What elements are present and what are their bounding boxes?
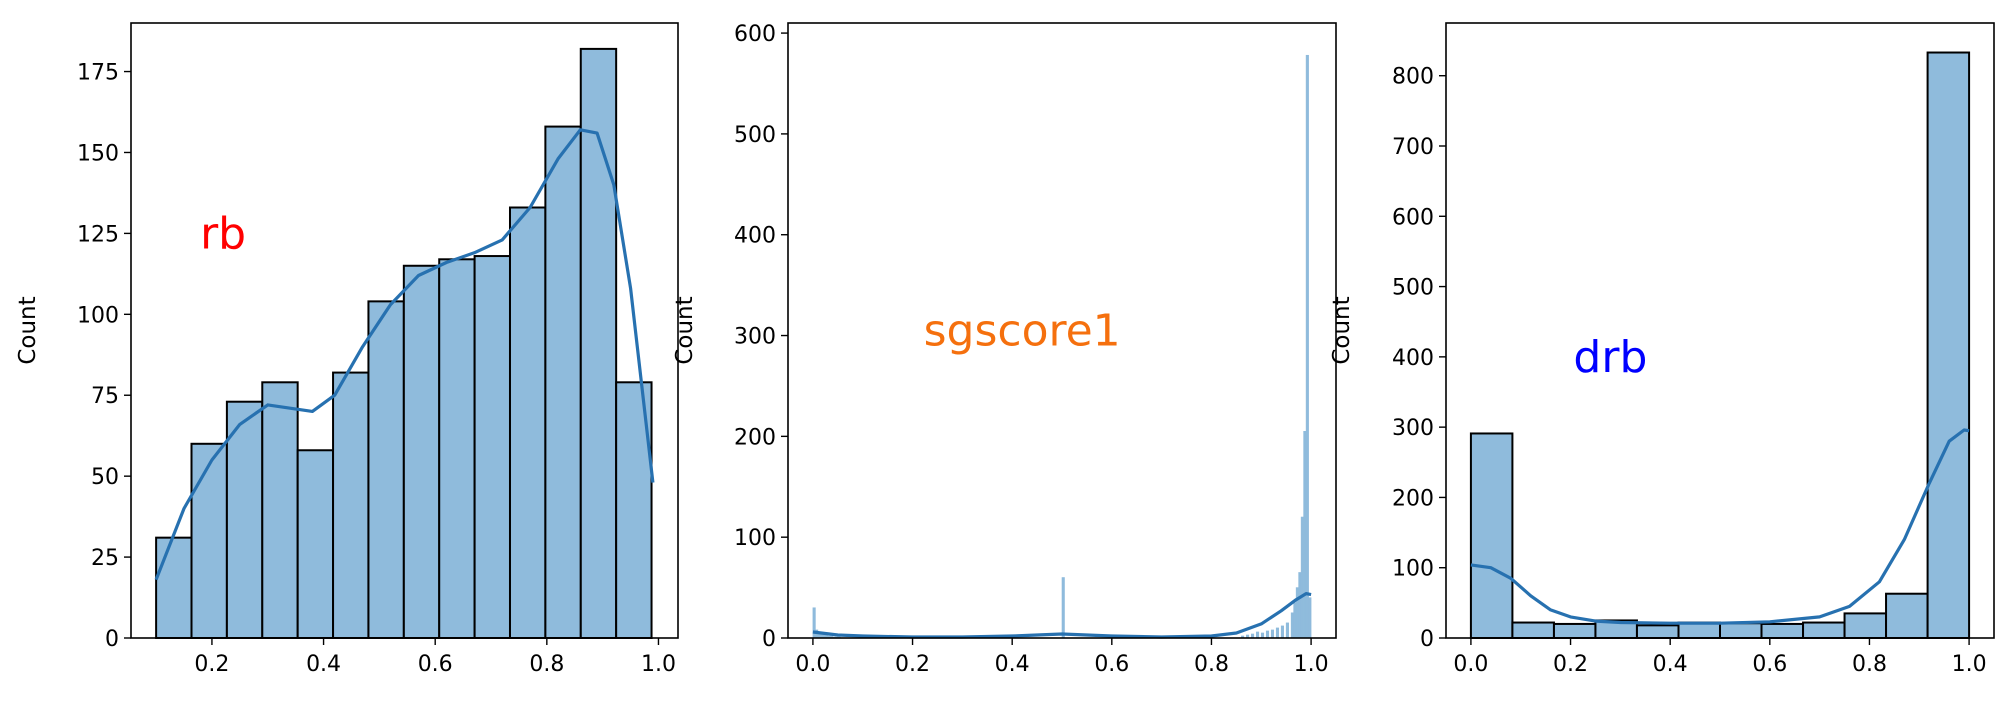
- histogram-bar: [1265, 630, 1270, 639]
- histogram-bar: [1552, 622, 1597, 640]
- histogram-bar: [367, 300, 405, 639]
- axes-frame: [1445, 22, 1995, 639]
- axes-frame: [130, 22, 679, 639]
- x-tick-label: 0.6: [1094, 652, 1129, 677]
- x-tick-label: 0.4: [1653, 652, 1688, 677]
- y-tick-label: 800: [1392, 65, 1434, 90]
- x-tick-label: 0.8: [1194, 652, 1229, 677]
- x-tick-label: 0.2: [194, 652, 229, 677]
- axes-frame: [787, 22, 1337, 639]
- y-tick-label: 50: [91, 465, 119, 490]
- histogram-bar: [544, 125, 582, 639]
- y-tick-label: 125: [77, 222, 119, 247]
- y-tick-label: 0: [762, 627, 776, 652]
- y-tick-label: 75: [91, 384, 119, 409]
- histogram-bar: [579, 47, 618, 640]
- histogram-bar: [1677, 621, 1722, 640]
- sgscore1-histogram-panel: 0.0 0.2 0.4 0.6 0.8 1.0 0 100 200 300 400 500 600 Cou…: [672, 22, 1337, 677]
- histogram-bar: [1305, 54, 1309, 639]
- histogram-bar: [332, 371, 370, 639]
- histogram-bar: [155, 536, 193, 639]
- y-axis-label: Count: [1329, 296, 1355, 364]
- y-tick-label: 400: [1392, 346, 1434, 371]
- y-tick-label: 100: [734, 526, 776, 551]
- histogram-bar: [190, 442, 228, 639]
- x-tick-label: 1.0: [1294, 652, 1329, 677]
- y-tick-label: 300: [734, 325, 776, 350]
- histogram-bar: [1295, 587, 1299, 639]
- kde-curve: [154, 128, 655, 581]
- x-tick-label: 0.4: [995, 652, 1030, 677]
- histogram-bar: [225, 400, 264, 640]
- panel-annotation: drb: [1573, 332, 1647, 383]
- histogram-bar: [1469, 432, 1514, 639]
- histogram-bar: [473, 255, 511, 639]
- histogram-bar: [1293, 602, 1297, 639]
- x-tick-label: 0.4: [306, 652, 341, 677]
- histogram-bar: [1275, 627, 1280, 639]
- histogram-bar: [1802, 621, 1846, 640]
- x-tick-label: 1.0: [641, 652, 676, 677]
- histogram-bar: [402, 264, 441, 639]
- y-tick-label: 0: [105, 627, 119, 652]
- y-axis-label: Count: [15, 296, 41, 364]
- y-tick-label: 400: [734, 224, 776, 249]
- y-tick-label: 500: [1392, 276, 1434, 301]
- histogram-bar: [1635, 624, 1680, 639]
- histogram-bar: [1300, 516, 1304, 639]
- x-tick-label: 0.8: [529, 652, 564, 677]
- rb-histogram-panel: 0.2 0.4 0.6 0.8 1.0 0 25 50 75 100 125 150 175 Count r…: [15, 22, 679, 677]
- panel-annotation: rb: [200, 208, 246, 259]
- y-tick-label: 200: [734, 425, 776, 450]
- x-tick-label: 0.8: [1852, 652, 1887, 677]
- histogram-bar: [1760, 622, 1805, 640]
- panel-annotation: sgscore1: [924, 306, 1121, 357]
- x-tick-label: 0.2: [895, 652, 930, 677]
- histogram-bar: [1290, 612, 1294, 639]
- kde-curve: [1470, 428, 1970, 625]
- histogram-bar: [261, 381, 299, 639]
- histogram-bar: [1285, 622, 1289, 639]
- x-tick-label: 0.6: [418, 652, 453, 677]
- histogram-bar: [1511, 621, 1555, 640]
- y-tick-label: 100: [1392, 557, 1434, 582]
- histogram-bar: [1926, 51, 1971, 639]
- y-tick-label: 600: [734, 22, 776, 47]
- y-tick-label: 600: [1392, 205, 1434, 230]
- histogram-bar: [1303, 431, 1307, 639]
- histogram-bar: [1843, 612, 1888, 640]
- y-tick-label: 0: [1420, 627, 1434, 652]
- histogram-bar: [1061, 577, 1065, 639]
- x-tick-label: 0.2: [1553, 652, 1588, 677]
- y-tick-label: 175: [77, 61, 119, 86]
- y-axis-label: Count: [672, 296, 698, 364]
- histogram-bar: [1308, 597, 1312, 639]
- histogram-bar: [1298, 572, 1302, 639]
- y-tick-label: 200: [1392, 486, 1434, 511]
- y-tick-label: 25: [91, 546, 119, 571]
- histogram-bar: [1280, 625, 1284, 639]
- kde-curve: [812, 591, 1312, 639]
- y-tick-label: 150: [77, 141, 119, 166]
- histogram-bar: [1270, 629, 1275, 639]
- drb-histogram-panel: 0.0 0.2 0.4 0.6 0.8 1.0 0 100 200 300 400 500 600 700…: [1329, 22, 1995, 677]
- x-tick-label: 0.0: [795, 652, 830, 677]
- x-tick-label: 0.6: [1752, 652, 1787, 677]
- histogram-bar: [1885, 592, 1929, 639]
- y-tick-label: 700: [1392, 135, 1434, 160]
- x-tick-label: 1.0: [1952, 652, 1987, 677]
- y-tick-label: 300: [1392, 416, 1434, 441]
- histogram-bar: [1719, 622, 1763, 639]
- x-tick-label: 0.0: [1453, 652, 1488, 677]
- histogram-bar: [1255, 631, 1260, 639]
- histogram-bar: [438, 258, 476, 639]
- y-tick-label: 100: [77, 303, 119, 328]
- histogram-bar: [508, 206, 547, 639]
- y-tick-label: 500: [734, 123, 776, 148]
- histogram-bar: [296, 449, 335, 639]
